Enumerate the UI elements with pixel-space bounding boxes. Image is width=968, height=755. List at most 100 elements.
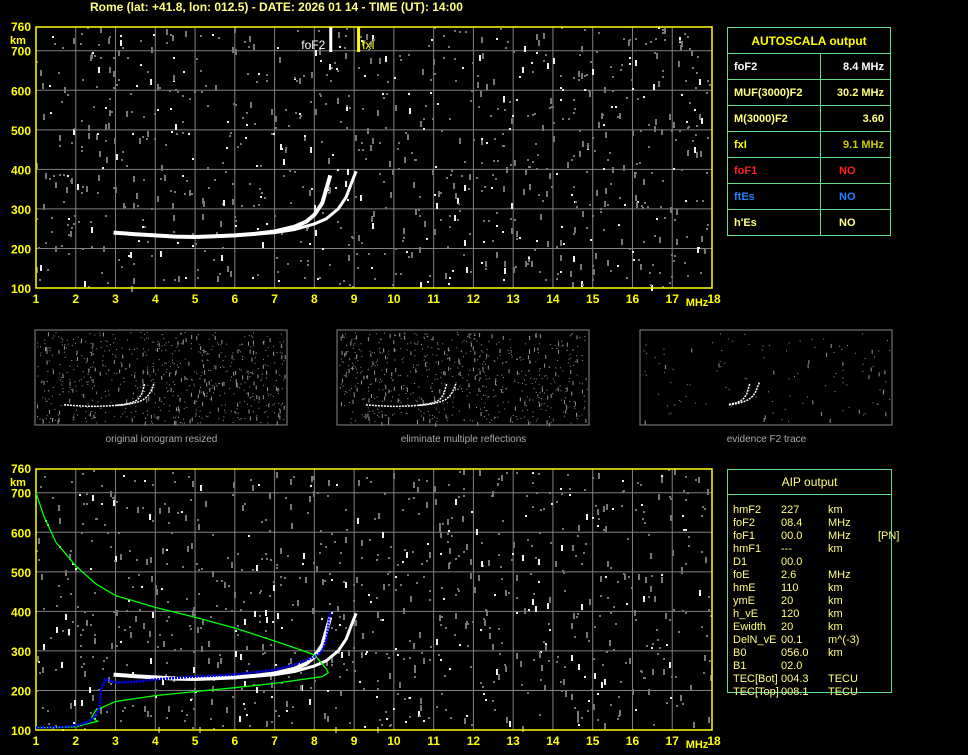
noise-dot <box>268 403 270 408</box>
noise-dot <box>155 696 157 698</box>
noise-dot <box>431 39 433 41</box>
noise-dot <box>481 398 483 400</box>
noise-dot <box>604 201 606 207</box>
noise-dot <box>253 351 255 353</box>
noise-dot <box>73 413 75 415</box>
noise-dot <box>265 610 267 616</box>
noise-dot <box>873 356 875 358</box>
noise-dot <box>337 98 339 104</box>
noise-dot <box>346 28 348 30</box>
noise-dot <box>436 706 438 708</box>
noise-dot <box>287 263 289 265</box>
noise-dot <box>211 387 213 389</box>
noise-dot <box>389 673 391 679</box>
noise-dot <box>486 410 488 412</box>
noise-dot <box>75 385 77 387</box>
noise-dot <box>547 63 549 69</box>
noise-dot <box>372 35 374 41</box>
noise-dot <box>122 355 124 357</box>
noise-dot <box>340 227 342 229</box>
noise-dot <box>573 613 575 619</box>
noise-dot <box>662 76 664 78</box>
noise-dot <box>566 405 568 410</box>
noise-dot <box>449 118 451 120</box>
noise-dot <box>219 395 221 397</box>
noise-dot <box>133 278 135 284</box>
noise-dot <box>150 414 152 419</box>
noise-dot <box>98 67 100 73</box>
noise-dot <box>37 342 39 344</box>
noise-dot <box>180 378 182 383</box>
noise-dot <box>55 669 57 671</box>
noise-dot <box>842 382 844 384</box>
noise-dot <box>584 336 586 338</box>
noise-dot <box>463 419 465 421</box>
noise-dot <box>232 183 234 185</box>
noise-dot <box>357 360 359 362</box>
noise-dot <box>482 370 484 372</box>
noise-dot <box>635 619 637 621</box>
noise-dot <box>405 392 407 394</box>
noise-dot <box>586 74 588 76</box>
noise-dot <box>113 360 115 365</box>
noise-dot <box>693 722 695 728</box>
noise-dot <box>658 27 660 29</box>
noise-dot <box>658 81 660 87</box>
y-tick-label: 500 <box>11 124 31 138</box>
noise-dot <box>336 68 338 70</box>
noise-dot <box>406 413 408 415</box>
noise-dot <box>320 530 322 532</box>
noise-dot <box>400 348 402 350</box>
noise-dot <box>358 480 360 486</box>
noise-dot <box>404 335 406 340</box>
noise-dot <box>280 343 282 348</box>
noise-dot <box>515 415 517 417</box>
noise-dot <box>387 81 389 83</box>
noise-dot <box>466 380 468 382</box>
noise-dot <box>194 385 196 387</box>
noise-dot <box>684 33 686 35</box>
noise-dot <box>388 657 390 659</box>
noise-dot <box>571 333 573 335</box>
aip-value: 110 <box>781 582 799 594</box>
noise-dot <box>652 643 654 645</box>
noise-dot <box>560 271 562 273</box>
noise-dot <box>636 163 638 165</box>
noise-dot <box>171 131 173 133</box>
noise-dot <box>237 386 239 388</box>
noise-dot <box>879 389 881 391</box>
noise-dot <box>885 412 887 417</box>
noise-dot <box>662 180 664 182</box>
noise-dot <box>106 157 108 163</box>
noise-dot <box>499 653 501 655</box>
noise-dot <box>689 102 691 104</box>
noise-dot <box>541 378 543 380</box>
noise-dot <box>232 421 234 423</box>
noise-dot <box>615 623 617 625</box>
noise-dot <box>158 342 160 347</box>
noise-dot <box>498 554 500 556</box>
noise-dot <box>217 276 219 282</box>
noise-dot <box>67 224 69 226</box>
noise-dot <box>164 420 166 422</box>
noise-dot <box>81 355 83 357</box>
noise-dot <box>511 559 513 561</box>
noise-dot <box>420 282 422 288</box>
noise-dot <box>498 478 500 480</box>
noise-dot <box>680 695 682 701</box>
noise-dot <box>87 373 89 375</box>
noise-dot <box>504 408 506 410</box>
noise-dot <box>878 372 880 377</box>
noise-dot <box>82 186 84 188</box>
noise-dot <box>541 387 543 389</box>
noise-dot <box>413 497 415 499</box>
noise-dot <box>91 352 93 357</box>
noise-dot <box>448 563 450 569</box>
noise-dot <box>218 343 220 345</box>
noise-dot <box>289 170 291 172</box>
noise-dot <box>66 187 68 193</box>
noise-dot <box>607 597 609 599</box>
noise-dot <box>45 418 47 420</box>
aip-row: hmF2 227 km <box>733 504 891 517</box>
noise-dot <box>470 573 472 579</box>
